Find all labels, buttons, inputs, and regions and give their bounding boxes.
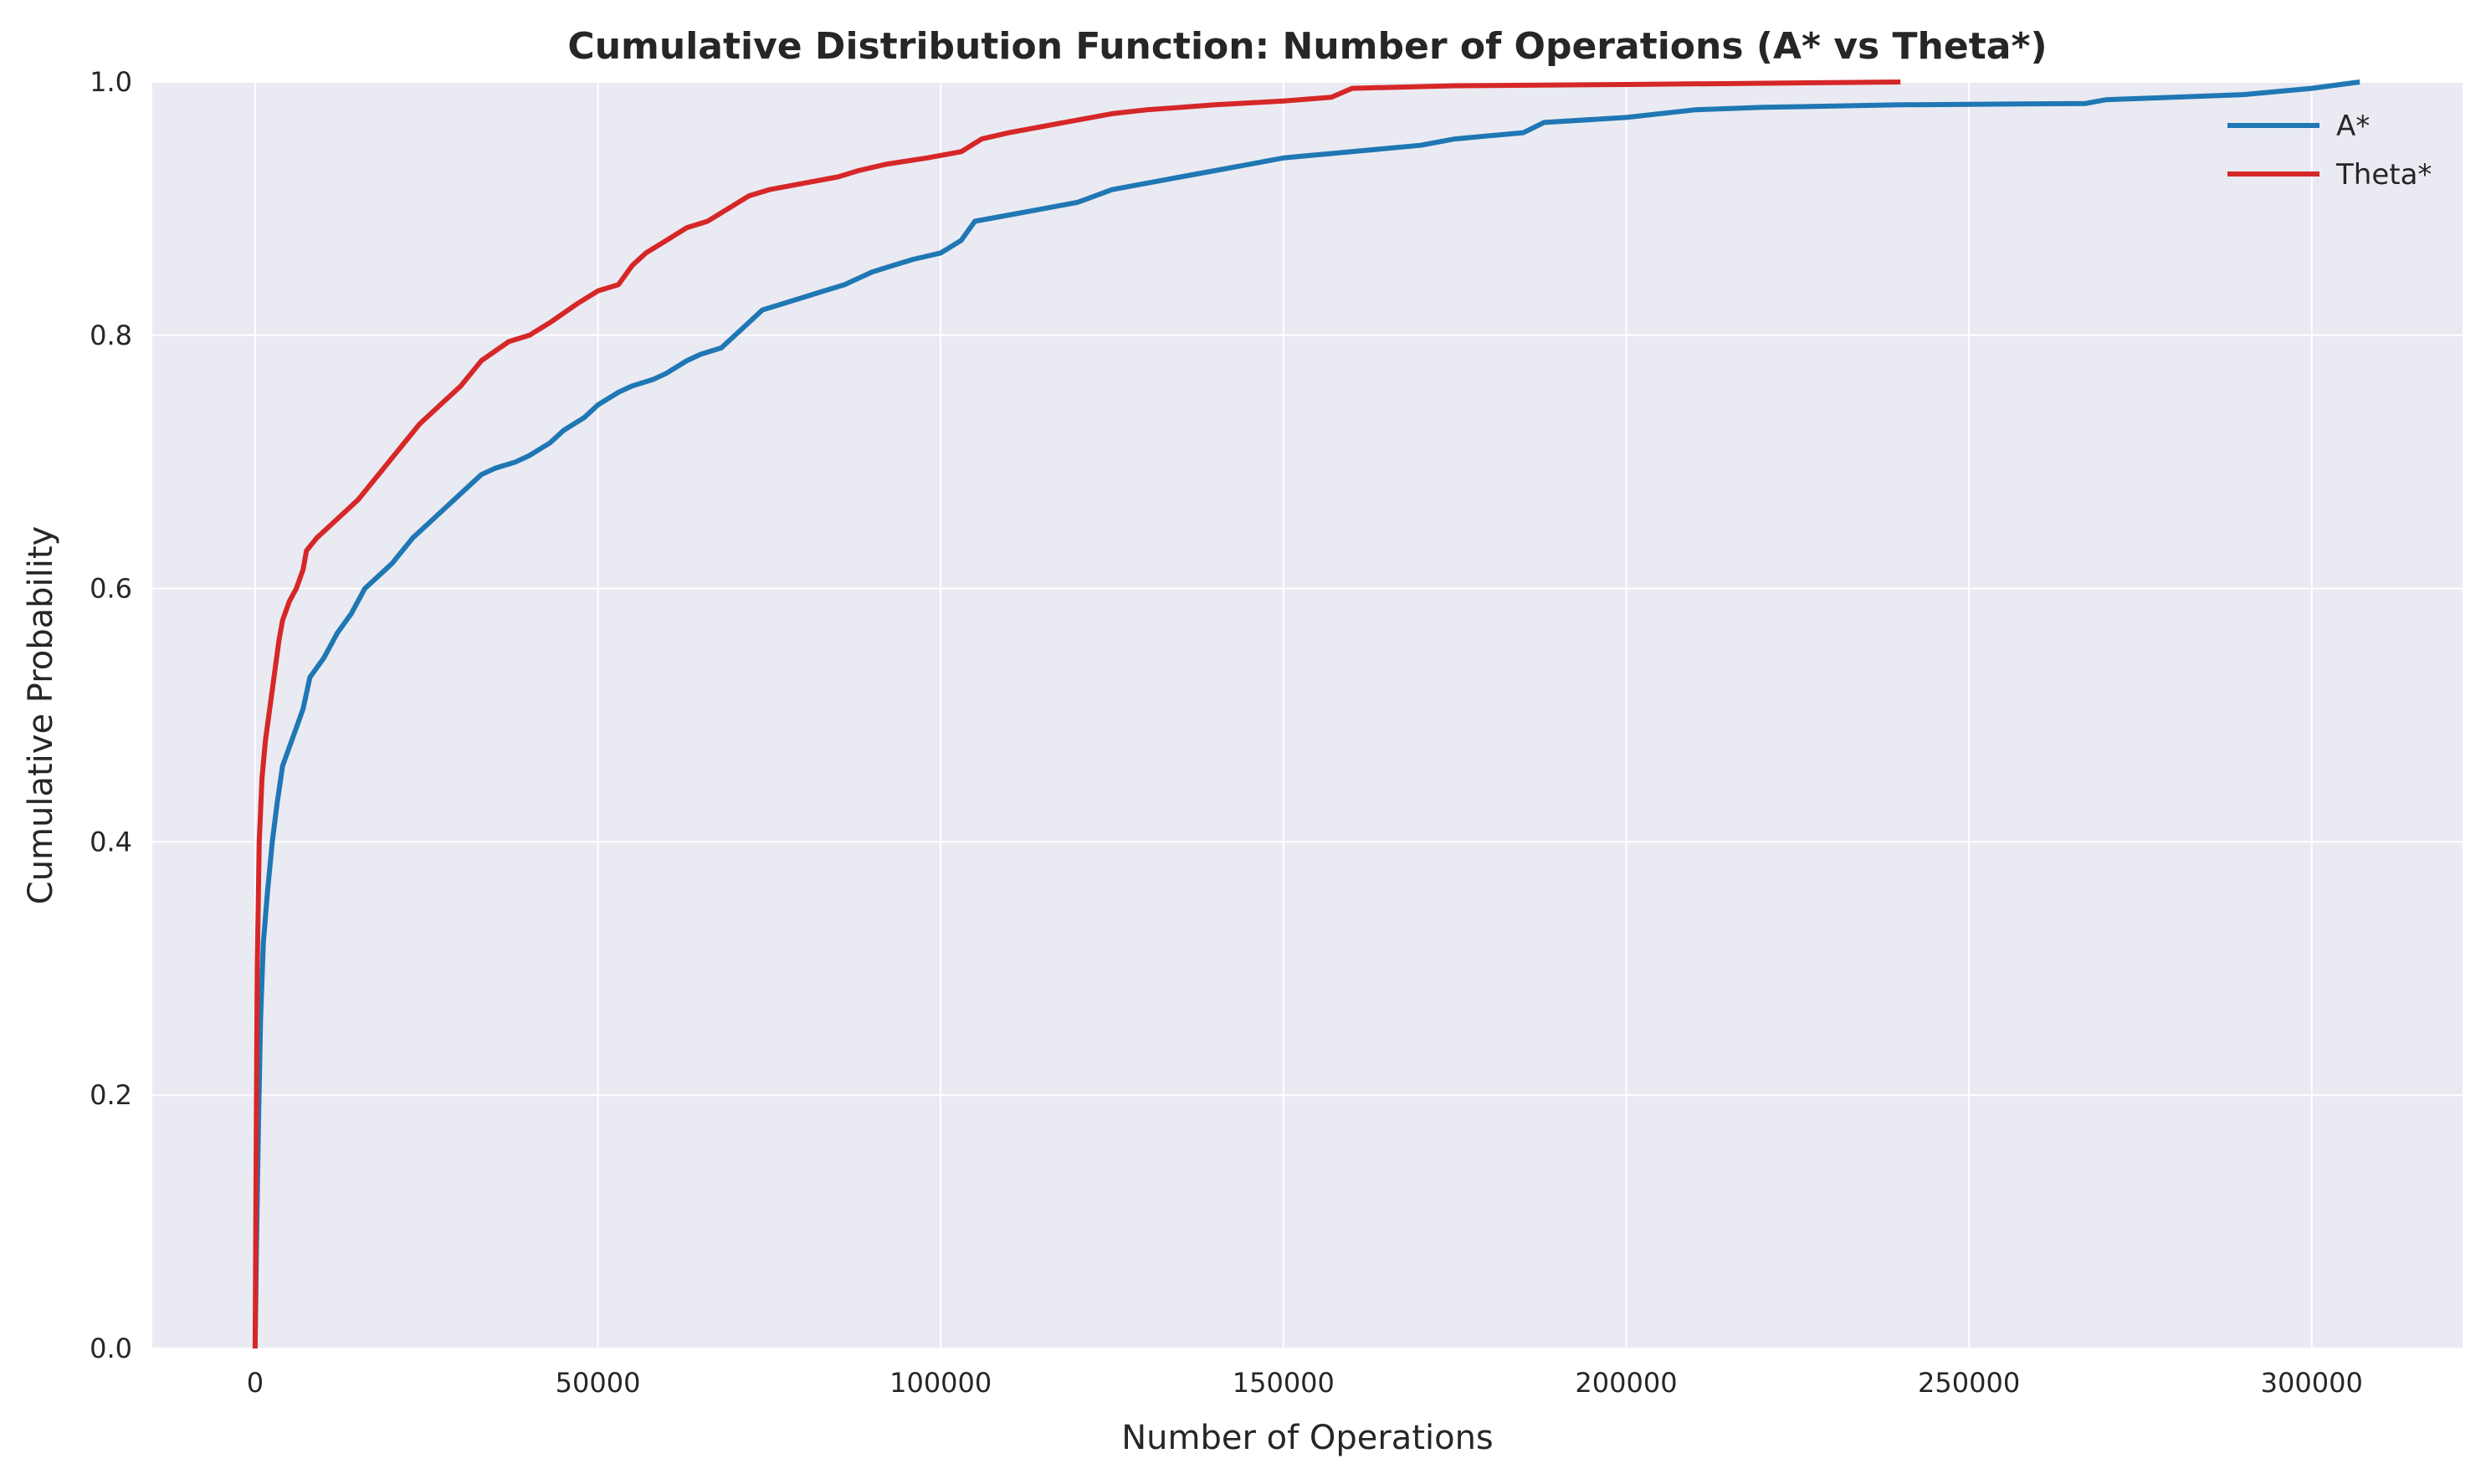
- y-tick-label: 0.6: [90, 573, 132, 605]
- legend-label: A*: [2336, 110, 2370, 143]
- legend: A* Theta*: [2227, 110, 2432, 192]
- y-tick-label: 1.0: [90, 66, 132, 98]
- y-tick-label: 0.8: [90, 320, 132, 351]
- y-tick-label: 0.2: [90, 1079, 132, 1111]
- x-axis-label: Number of Operations: [1121, 1419, 1494, 1457]
- series-line-astar: [252, 79, 2360, 1349]
- x-tick-label: 200000: [1575, 1367, 1677, 1399]
- series-line-thetastar: [252, 79, 1901, 1349]
- tick-labels: 0 50000 100000 150000 200000 250000 300000 0.0 0…: [90, 66, 2363, 1399]
- y-tick-label: 0.4: [90, 826, 132, 857]
- legend-label: Theta*: [2335, 158, 2432, 192]
- chart-title: Cumulative Distribution Function: Number…: [567, 25, 2047, 68]
- y-axis-label: Cumulative Probability: [22, 526, 60, 904]
- grid-lines: [152, 81, 2463, 1349]
- x-tick-label: 300000: [2261, 1367, 2363, 1399]
- x-tick-label: 250000: [1918, 1367, 2020, 1399]
- plot-area: [152, 82, 2463, 1348]
- x-tick-label: 150000: [1233, 1367, 1335, 1399]
- x-tick-label: 100000: [889, 1367, 992, 1399]
- series-lines: [252, 79, 2360, 1349]
- x-tick-label: 0: [247, 1367, 264, 1399]
- y-tick-label: 0.0: [90, 1333, 132, 1364]
- x-tick-label: 50000: [556, 1367, 641, 1399]
